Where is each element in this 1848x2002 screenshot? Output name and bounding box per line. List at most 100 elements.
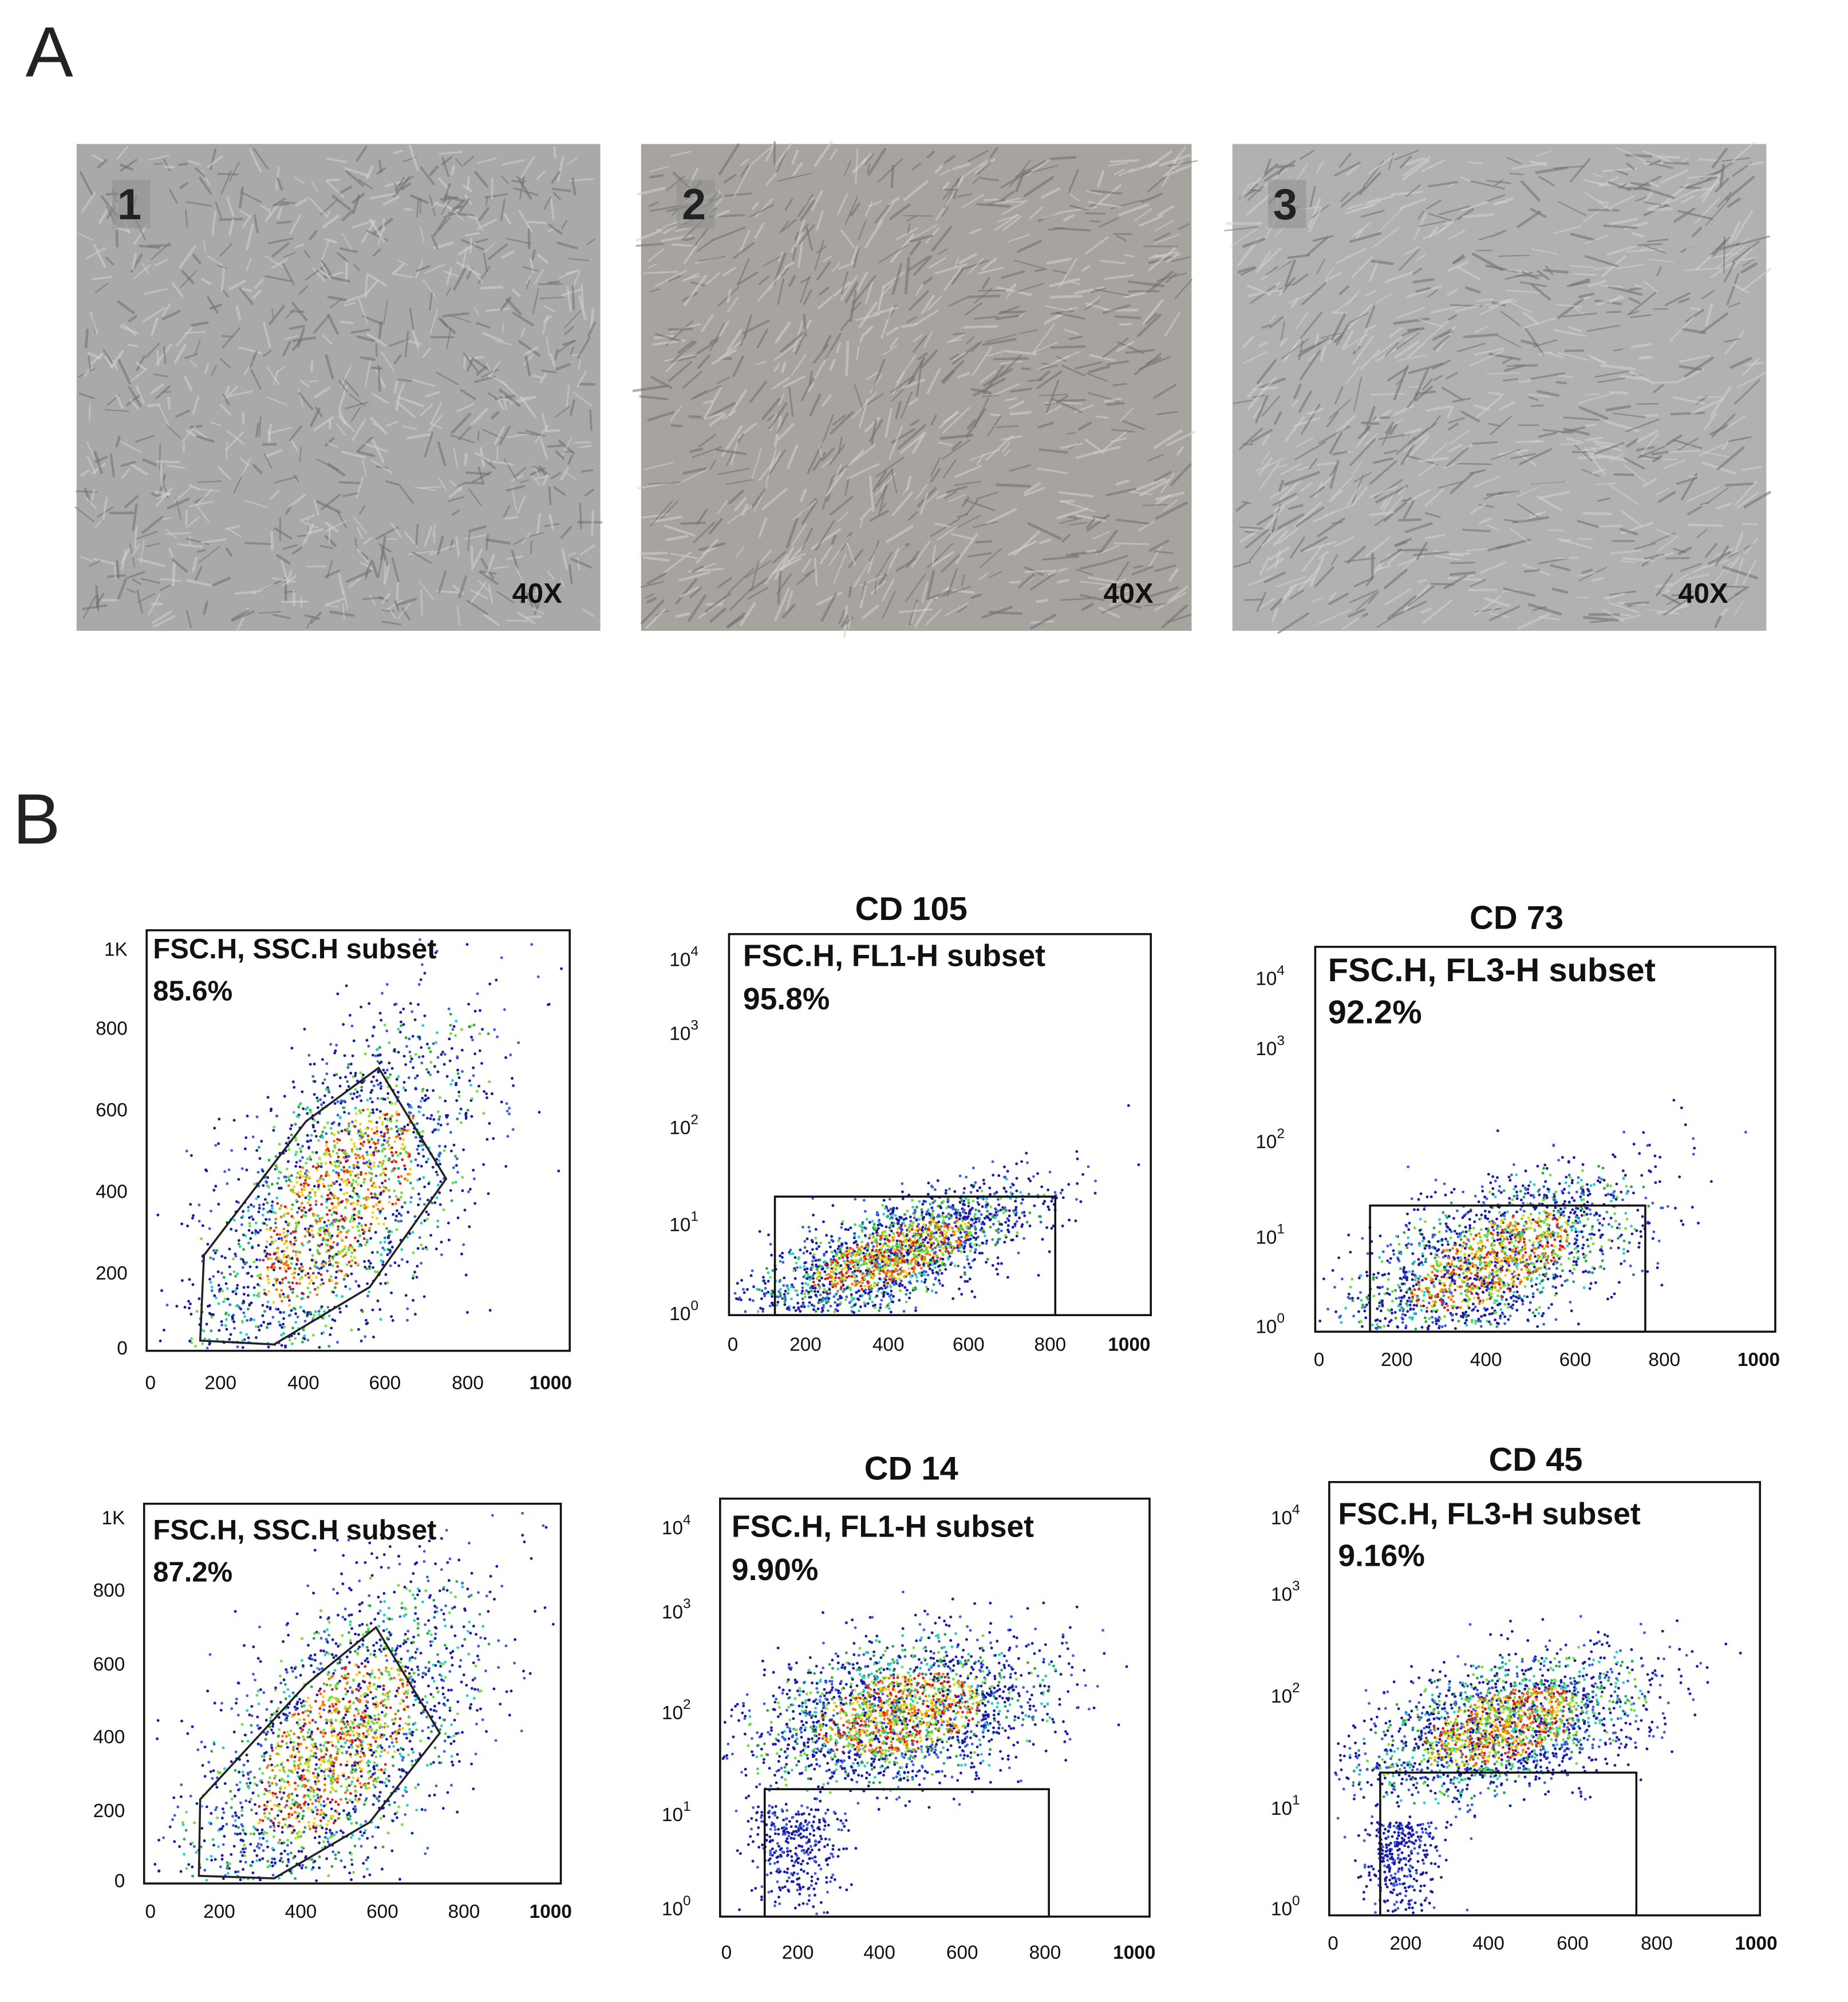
- event-dot: [342, 1166, 346, 1169]
- event-dot: [353, 1218, 356, 1221]
- event-dot: [439, 1180, 443, 1183]
- event-dot: [234, 1254, 238, 1258]
- cell: [1651, 381, 1678, 384]
- y-tick-label: 0: [117, 1338, 128, 1359]
- event-dot: [218, 1118, 221, 1121]
- event-dot: [388, 1195, 392, 1199]
- event-dot: [357, 1176, 360, 1179]
- event-dot: [281, 1250, 284, 1253]
- event-dot: [421, 1247, 425, 1250]
- event-dot: [379, 1173, 382, 1176]
- event-dot: [318, 1219, 322, 1223]
- event-dot: [404, 1167, 407, 1171]
- cell: [382, 195, 400, 206]
- event-dot: [469, 1025, 472, 1028]
- event-dot: [400, 1020, 402, 1024]
- event-dot: [198, 1297, 201, 1300]
- event-dot: [348, 1122, 351, 1126]
- cell: [264, 275, 291, 282]
- event-dot: [402, 1081, 406, 1084]
- event-dot: [386, 1128, 390, 1131]
- event-dot: [422, 1295, 426, 1298]
- event-dot: [444, 1114, 448, 1118]
- cell: [198, 480, 222, 483]
- event-dot: [295, 1150, 298, 1154]
- cell: [176, 326, 194, 347]
- event-dot: [375, 1121, 378, 1124]
- event-dot: [378, 1046, 381, 1049]
- event-dot: [1059, 1191, 1063, 1195]
- event-dot: [315, 1222, 318, 1225]
- event-dot: [371, 1215, 374, 1219]
- event-dot: [414, 1136, 417, 1139]
- event-dot: [298, 1165, 302, 1168]
- event-dot: [274, 1155, 278, 1158]
- event-dot: [349, 1173, 352, 1176]
- event-dot: [958, 1287, 961, 1290]
- event-dot: [295, 1282, 298, 1285]
- event-dot: [294, 1230, 297, 1233]
- event-dot: [386, 1092, 390, 1095]
- event-dot: [388, 1241, 391, 1245]
- event-dot: [220, 1320, 223, 1323]
- event-dot: [313, 1130, 317, 1133]
- event-dot: [1015, 1220, 1018, 1223]
- event-dot: [209, 1256, 212, 1259]
- event-dot: [187, 1300, 191, 1303]
- cell: [437, 216, 451, 232]
- cell: [309, 230, 318, 240]
- event-dot: [323, 1232, 326, 1235]
- event-dot: [269, 1226, 273, 1230]
- event-dot: [291, 1326, 294, 1330]
- event-dot: [252, 1205, 255, 1208]
- cell: [456, 402, 475, 412]
- event-dot: [228, 1338, 231, 1341]
- event-dot: [406, 1318, 409, 1322]
- event-dot: [460, 1028, 463, 1031]
- cell: [576, 336, 591, 359]
- event-dot: [275, 1165, 278, 1168]
- event-dot: [228, 1303, 232, 1306]
- cell: [383, 299, 388, 325]
- event-dot: [435, 1196, 439, 1199]
- event-dot: [242, 1300, 245, 1303]
- cell: [226, 547, 233, 557]
- event-dot: [404, 1036, 408, 1040]
- event-dot: [277, 1237, 281, 1241]
- event-dot: [517, 1041, 520, 1044]
- event-dot: [349, 1092, 353, 1096]
- event-dot: [206, 1346, 209, 1350]
- event-dot: [345, 1152, 348, 1155]
- event-dot: [838, 1245, 840, 1248]
- event-dot: [343, 1111, 346, 1114]
- event-dot: [302, 1175, 305, 1178]
- event-dot: [290, 1124, 293, 1127]
- event-dot: [348, 1112, 350, 1115]
- event-dot: [218, 1329, 221, 1332]
- event-dot: [303, 1182, 306, 1185]
- event-dot: [974, 1181, 977, 1184]
- cell: [206, 295, 219, 314]
- event-dot: [266, 1096, 270, 1099]
- event-dot: [312, 1126, 315, 1129]
- event-dot: [310, 1134, 313, 1137]
- event-dot: [325, 1198, 329, 1201]
- cell: [376, 526, 399, 540]
- event-dot: [340, 1168, 343, 1172]
- event-dot: [506, 1109, 509, 1113]
- cell: [579, 503, 582, 530]
- cell: [112, 360, 119, 370]
- event-dot: [306, 1296, 310, 1298]
- event-dot: [390, 1067, 394, 1070]
- event-dot: [350, 1150, 354, 1153]
- cell: [135, 435, 155, 443]
- event-dot: [313, 1259, 317, 1262]
- event-dot: [306, 1286, 310, 1290]
- cell: [1086, 549, 1096, 553]
- event-dot: [228, 1265, 231, 1269]
- event-dot: [354, 1112, 358, 1115]
- cell: [1516, 275, 1543, 277]
- event-dot: [268, 1253, 271, 1256]
- event-dot: [295, 1257, 299, 1261]
- event-dot: [399, 1152, 402, 1155]
